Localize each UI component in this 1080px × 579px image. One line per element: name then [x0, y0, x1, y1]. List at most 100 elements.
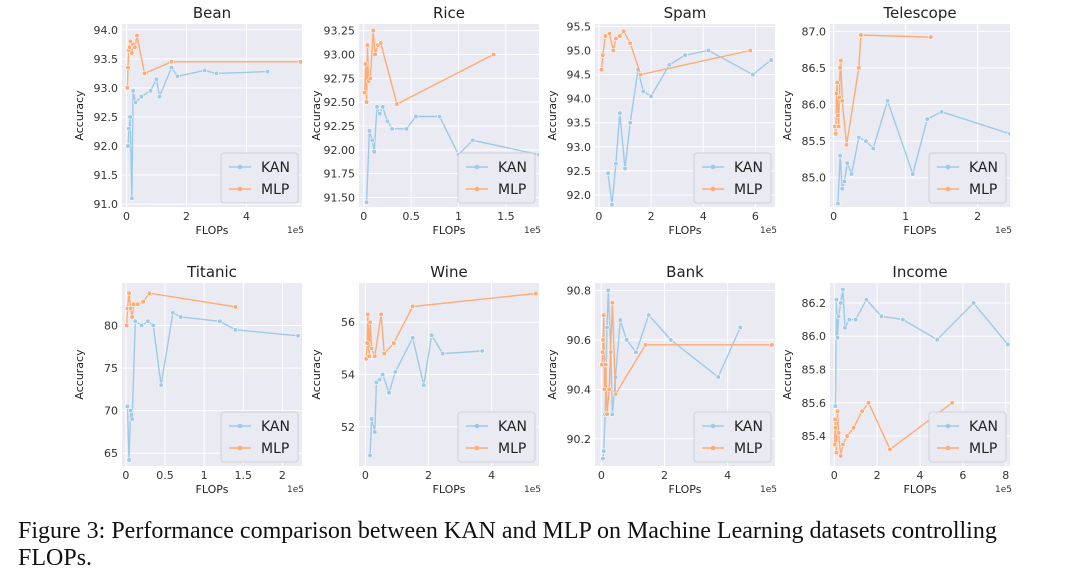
data-point-mlp: [381, 350, 387, 357]
x-tick-label: 2: [183, 210, 190, 223]
data-point-kan: [168, 64, 175, 71]
data-point-kan: [372, 429, 378, 435]
data-point-kan: [174, 73, 181, 79]
data-point-kan: [145, 318, 151, 324]
data-point-kan: [705, 47, 712, 54]
data-point-mlp: [367, 75, 373, 81]
y-tick-label: 65: [104, 447, 118, 460]
data-point-mlp: [365, 311, 371, 317]
y-tick-label: 80: [104, 320, 118, 333]
x-tick-label: 4: [724, 469, 731, 482]
data-point-kan: [666, 62, 672, 68]
data-point-mlp: [865, 400, 872, 406]
data-point-mlp: [838, 57, 844, 64]
x-axis-label: FLOPs: [433, 483, 466, 496]
x-axis-scale: 1e5: [760, 485, 777, 495]
y-tick-label: 91.0: [94, 198, 119, 211]
y-tick-label: 54: [341, 369, 355, 382]
data-point-mlp: [769, 342, 775, 348]
series-group: [599, 287, 775, 462]
legend-marker-mlp: [945, 445, 951, 451]
x-axis-scale: 1e5: [287, 226, 304, 236]
data-point-kan: [264, 69, 271, 75]
data-point-mlp: [129, 50, 135, 56]
data-point-mlp: [124, 322, 130, 329]
y-tick-label: 90.6: [567, 334, 592, 347]
data-point-mlp: [843, 142, 850, 148]
data-point-kan: [600, 455, 606, 462]
data-point-kan: [884, 98, 891, 104]
y-tick-label: 95.0: [567, 44, 592, 57]
series-group: [362, 28, 539, 205]
data-point-mlp: [601, 386, 608, 392]
y-axis-label: Accuracy: [781, 90, 794, 141]
y-tick-label: 75: [104, 362, 118, 375]
data-point-kan: [138, 322, 145, 329]
data-point-kan: [410, 335, 416, 341]
data-point-mlp: [835, 112, 841, 119]
y-axis-label: Accuracy: [310, 349, 323, 400]
data-point-kan: [392, 369, 398, 375]
data-point-kan: [910, 171, 916, 177]
data-point-kan: [413, 113, 419, 120]
series-group: [124, 290, 301, 463]
chart-income: 85.4 85.6 85.8 86.0 86.2 0 2 4 6 8 Income FLOPs Accu…: [781, 263, 1012, 496]
data-point-mlp: [370, 28, 376, 34]
data-point-kan: [848, 171, 855, 177]
data-point-kan: [128, 408, 134, 414]
data-point-kan: [835, 200, 841, 206]
data-point-mlp: [833, 131, 839, 137]
data-point-kan: [617, 110, 623, 116]
legend: KAN MLP: [220, 411, 299, 463]
data-point-kan: [833, 297, 840, 303]
data-point-kan: [605, 287, 611, 294]
data-point-kan: [682, 52, 688, 58]
data-point-mlp: [369, 345, 375, 351]
data-point-kan: [170, 310, 176, 316]
data-point-mlp: [840, 441, 846, 447]
data-point-mlp: [129, 314, 135, 320]
data-point-kan: [737, 324, 743, 331]
data-point-kan: [938, 109, 945, 115]
data-point-kan: [609, 411, 615, 417]
legend-label-mlp: MLP: [734, 441, 762, 457]
y-tick-label: 94.0: [94, 24, 119, 37]
legend-marker-mlp: [237, 445, 243, 451]
data-point-mlp: [887, 446, 893, 452]
y-tick-label: 92.25: [324, 120, 356, 133]
x-axis-label: FLOPs: [669, 483, 702, 496]
data-point-kan: [156, 94, 163, 100]
x-tick-label: 4: [917, 469, 924, 482]
data-point-kan: [377, 110, 383, 117]
y-axis-label: Accuracy: [310, 90, 323, 141]
x-axis-scale: 1e5: [287, 485, 304, 495]
y-tick-label: 86.5: [802, 62, 827, 75]
data-point-mlp: [928, 34, 934, 40]
y-tick-label: 85.6: [802, 397, 827, 410]
x-tick-label: 0: [831, 469, 838, 482]
legend-label-kan: KAN: [734, 160, 763, 176]
data-point-mlp: [410, 303, 416, 310]
x-tick-label: 0: [830, 210, 837, 223]
data-point-mlp: [367, 319, 373, 325]
chart-title: Bean: [193, 4, 231, 22]
legend-label-kan: KAN: [261, 160, 290, 176]
y-tick-label: 86.2: [802, 297, 827, 310]
data-point-mlp: [858, 32, 864, 38]
y-tick-label: 87.0: [802, 25, 827, 38]
y-tick-label: 93.0: [94, 82, 119, 95]
data-point-kan: [838, 300, 844, 306]
x-tick-label: 2: [279, 469, 286, 482]
y-axis-label: Accuracy: [546, 349, 559, 400]
legend-marker-mlp: [474, 445, 480, 451]
y-tick-label: 70: [104, 405, 118, 418]
data-point-mlp: [627, 40, 633, 46]
data-point-kan: [853, 317, 859, 323]
y-tick-label: 52: [341, 421, 355, 434]
data-point-kan: [363, 199, 370, 205]
data-point-mlp: [606, 386, 612, 392]
y-tick-label: 85.5: [802, 135, 827, 148]
data-point-kan: [878, 313, 885, 319]
data-point-mlp: [603, 362, 609, 368]
data-point-kan: [839, 186, 845, 192]
